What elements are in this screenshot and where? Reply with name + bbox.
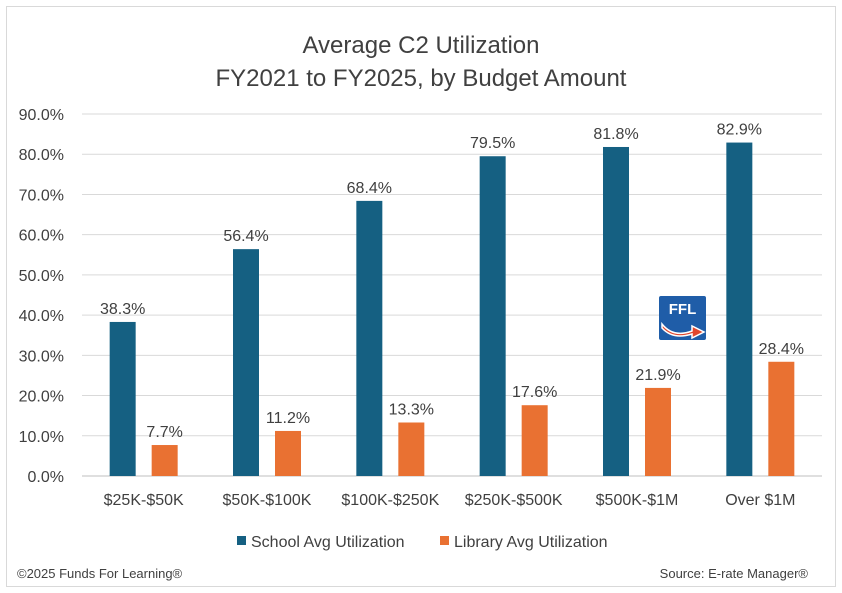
- gridlines: [82, 113, 822, 477]
- x-axis-categories: $25K-$50K $50K-$100K $100K-$250K $250K-$500…: [104, 492, 796, 509]
- legend: School Avg Utilization Library Avg Utili…: [237, 534, 608, 551]
- y-tick-label: 40.0%: [19, 308, 64, 325]
- legend-label-school: School Avg Utilization: [251, 534, 405, 551]
- bar-school: [479, 156, 506, 476]
- ffl-logo-icon: FFL: [659, 296, 706, 340]
- data-label-library: 11.2%: [266, 410, 310, 427]
- y-tick-label: 20.0%: [19, 389, 64, 406]
- data-label-school: 81.8%: [593, 126, 638, 143]
- footer-copyright: ©2025 Funds For Learning®: [17, 566, 183, 581]
- y-tick-label: 50.0%: [19, 268, 64, 285]
- legend-swatch-library: [440, 536, 449, 545]
- bar-library: [398, 422, 425, 476]
- bars: [109, 142, 795, 476]
- legend-label-library: Library Avg Utilization: [454, 534, 608, 551]
- data-label-library: 21.9%: [635, 367, 680, 384]
- x-category-label: $250K-$500K: [465, 492, 563, 509]
- data-label-library: 13.3%: [389, 402, 434, 419]
- data-label-library: 7.7%: [146, 424, 182, 441]
- chart-title: Average C2 Utilization: [302, 32, 539, 59]
- x-category-label: $100K-$250K: [341, 492, 439, 509]
- y-tick-label: 60.0%: [19, 228, 64, 245]
- data-label-school: 82.9%: [717, 122, 762, 139]
- bar-library: [151, 445, 178, 476]
- data-label-school: 79.5%: [470, 135, 515, 152]
- x-category-label: $500K-$1M: [596, 492, 679, 509]
- bar-library: [768, 361, 795, 476]
- legend-item-library: Library Avg Utilization: [440, 534, 608, 551]
- legend-swatch-school: [237, 536, 246, 545]
- y-axis-ticks: 0.0% 10.0% 20.0% 30.0% 40.0% 50.0% 60.0% 70.0% 8…: [19, 107, 64, 486]
- bar-library: [275, 430, 301, 476]
- data-label-school: 56.4%: [223, 228, 268, 245]
- chart-subtitle: FY2021 to FY2025, by Budget Amount: [216, 65, 627, 92]
- y-tick-label: 10.0%: [19, 429, 64, 446]
- bar-school: [109, 321, 136, 476]
- bar-school: [603, 146, 629, 476]
- bar-school: [356, 200, 383, 476]
- x-category-label: $50K-$100K: [223, 492, 312, 509]
- data-label-school: 68.4%: [347, 180, 392, 197]
- y-tick-label: 70.0%: [19, 187, 64, 204]
- x-category-label: Over $1M: [725, 492, 795, 509]
- bar-library: [521, 405, 548, 476]
- y-tick-label: 90.0%: [19, 107, 64, 124]
- data-label-library: 28.4%: [759, 341, 804, 358]
- y-tick-label: 30.0%: [19, 348, 64, 365]
- ffl-logo-arrow: [661, 321, 706, 340]
- bar-school: [726, 142, 753, 476]
- y-tick-label: 0.0%: [28, 469, 64, 486]
- ffl-logo-text: FFL: [669, 301, 697, 318]
- footer-source: Source: E-rate Manager®: [660, 566, 809, 581]
- data-label-school: 38.3%: [100, 301, 145, 318]
- y-tick-label: 80.0%: [19, 147, 64, 164]
- legend-item-school: School Avg Utilization: [237, 534, 405, 551]
- bar-school: [233, 249, 259, 476]
- data-label-library: 17.6%: [512, 384, 557, 401]
- x-category-label: $25K-$50K: [104, 492, 184, 509]
- data-labels: 38.3% 7.7% 56.4% 11.2% 68.4% 13.3% 79.5% 17.6% 8…: [100, 122, 804, 441]
- bar-library: [645, 387, 671, 476]
